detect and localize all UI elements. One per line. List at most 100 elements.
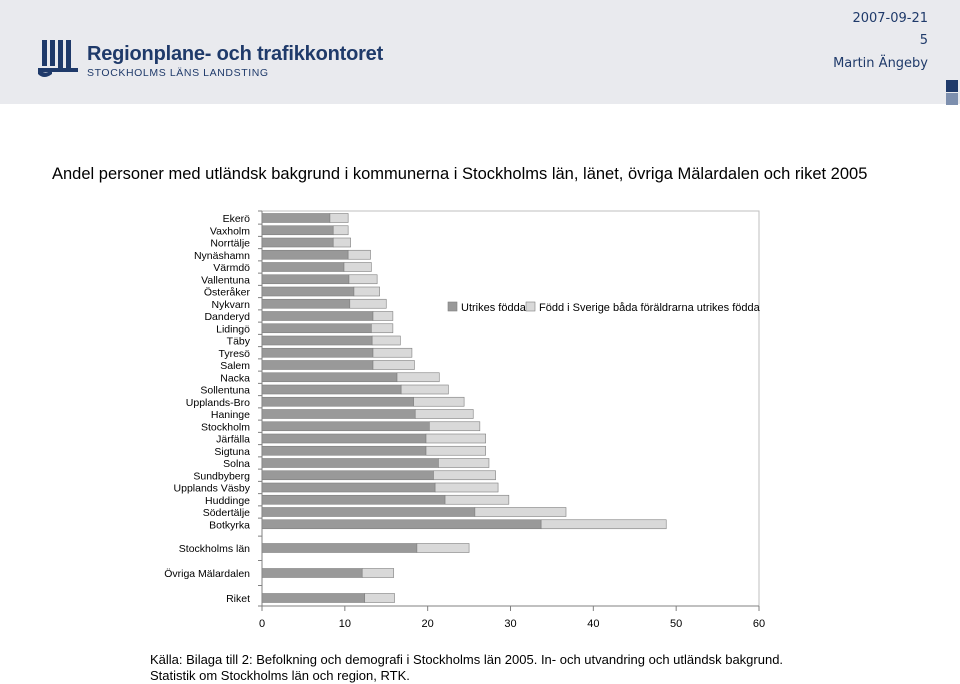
bar-utrikes-fodda <box>261 445 427 456</box>
y-category-label: Värmdö <box>213 262 250 274</box>
source-line-1: Källa: Bilaga till 2: Befolkning och dem… <box>150 652 784 667</box>
bar-utrikes-fodda <box>261 335 373 346</box>
y-category-label: Huddinge <box>205 495 250 507</box>
y-category-label: Haninge <box>211 409 250 421</box>
y-category-label: Sundbyberg <box>193 470 250 482</box>
y-category-label: Stockholms län <box>179 543 250 555</box>
bar-fodd-i-sverige <box>400 384 449 395</box>
bar-fodd-i-sverige <box>348 274 378 285</box>
bar-fodd-i-sverige <box>540 519 667 530</box>
bar-utrikes-fodda <box>261 421 430 432</box>
bar-fodd-i-sverige <box>332 225 349 236</box>
bar-utrikes-fodda <box>261 458 439 468</box>
bar-fodd-i-sverige <box>343 262 372 272</box>
bar-utrikes-fodda <box>261 384 402 395</box>
bar-fodd-i-sverige <box>361 568 395 578</box>
y-category-label: Norrtälje <box>210 238 250 250</box>
bar-utrikes-fodda <box>261 274 350 285</box>
bar-fodd-i-sverige <box>364 593 395 603</box>
bar-fodd-i-sverige <box>429 421 481 432</box>
bar-fodd-i-sverige <box>371 335 401 346</box>
source-note: Källa: Bilaga till 2: Befolkning och dem… <box>150 652 950 684</box>
bar-utrikes-fodda <box>261 507 476 517</box>
bar-utrikes-fodda <box>261 225 334 236</box>
page-number: 5 <box>919 33 928 48</box>
bar-utrikes-fodda <box>261 347 374 358</box>
y-category-label: Danderyd <box>204 311 250 323</box>
decor-square-icon <box>946 80 958 92</box>
x-tick-label: 20 <box>422 618 434 630</box>
bar-fodd-i-sverige <box>433 470 496 481</box>
organization-subtitle: STOCKHOLMS LÄNS LANDSTING <box>87 67 269 79</box>
y-category-label: Nacka <box>220 372 250 384</box>
y-category-label: Övriga Mälardalen <box>164 568 250 580</box>
y-category-label: Solna <box>223 458 250 470</box>
bar-utrikes-fodda <box>261 470 434 481</box>
y-category-label: Stockholm <box>201 421 250 433</box>
y-category-label: Täby <box>227 336 251 348</box>
x-tick-label: 0 <box>259 618 265 630</box>
bar-utrikes-fodda <box>261 494 446 505</box>
y-category-label: Österåker <box>204 287 251 299</box>
organization-name: Regionplane- och trafikkontoret <box>87 43 384 65</box>
bar-fodd-i-sverige <box>438 458 490 468</box>
bar-fodd-i-sverige <box>414 409 474 419</box>
y-category-label: Upplands Väsby <box>174 483 251 495</box>
bar-utrikes-fodda <box>261 409 416 419</box>
y-category-label: Riket <box>226 593 250 605</box>
bar-utrikes-fodda <box>261 396 414 407</box>
bar-utrikes-fodda <box>261 568 363 578</box>
bar-fodd-i-sverige <box>444 494 510 505</box>
y-category-label: Sollentuna <box>200 385 250 397</box>
y-category-label: Upplands-Bro <box>186 397 250 409</box>
bar-utrikes-fodda <box>261 311 374 321</box>
bar-fodd-i-sverige <box>434 482 499 493</box>
bar-utrikes-fodda <box>261 360 374 370</box>
slide-date: 2007-09-21 <box>852 11 928 26</box>
bar-fodd-i-sverige <box>416 543 470 553</box>
bar-fodd-i-sverige <box>371 323 394 334</box>
bar-utrikes-fodda <box>261 519 542 530</box>
y-category-label: Ekerö <box>223 213 251 225</box>
y-category-label: Vallentuna <box>201 274 250 286</box>
bar-utrikes-fodda <box>261 249 349 260</box>
chart-title: Andel personer med utländsk bakgrund i k… <box>52 165 868 183</box>
bar-fodd-i-sverige <box>425 433 486 444</box>
x-tick-label: 50 <box>670 618 682 630</box>
bar-utrikes-fodda <box>261 213 331 223</box>
bar-utrikes-fodda <box>261 593 366 603</box>
bar-utrikes-fodda <box>261 298 351 309</box>
y-category-label: Salem <box>220 360 250 372</box>
bar-utrikes-fodda <box>261 543 418 553</box>
y-category-label: Järfälla <box>216 434 250 446</box>
y-category-label: Sigtuna <box>214 446 250 458</box>
x-tick-label: 40 <box>587 618 599 630</box>
bar-utrikes-fodda <box>261 237 334 248</box>
bar-fodd-i-sverige <box>353 286 380 297</box>
legend-label: Född i Sverige båda föräldrarna utrikes … <box>539 302 761 314</box>
decor-square-icon <box>946 93 958 105</box>
bar-fodd-i-sverige <box>332 237 351 248</box>
bar-fodd-i-sverige <box>329 213 349 223</box>
bar-fodd-i-sverige <box>425 445 486 456</box>
bar-fodd-i-sverige <box>474 507 567 517</box>
legend-swatch <box>447 301 458 312</box>
bar-utrikes-fodda <box>261 323 372 334</box>
author-name: Martin Ängeby <box>833 56 928 71</box>
x-tick-label: 10 <box>339 618 351 630</box>
y-category-label: Nynäshamn <box>194 250 250 262</box>
x-tick-label: 60 <box>753 618 765 630</box>
bar-utrikes-fodda <box>261 372 398 383</box>
legend-swatch <box>525 301 536 312</box>
bar-fodd-i-sverige <box>396 372 440 383</box>
bar-fodd-i-sverige <box>372 360 415 370</box>
bar-fodd-i-sverige <box>413 396 465 407</box>
bar-utrikes-fodda <box>261 433 427 444</box>
y-category-label: Botkyrka <box>209 519 250 531</box>
slide-header: Regionplane- och trafikkontoret STOCKHOL… <box>0 0 960 105</box>
bar-fodd-i-sverige <box>372 347 413 358</box>
rtk-logo-icon <box>38 40 78 77</box>
y-category-label: Vaxholm <box>210 225 250 237</box>
legend-label: Utrikes födda <box>461 302 527 314</box>
